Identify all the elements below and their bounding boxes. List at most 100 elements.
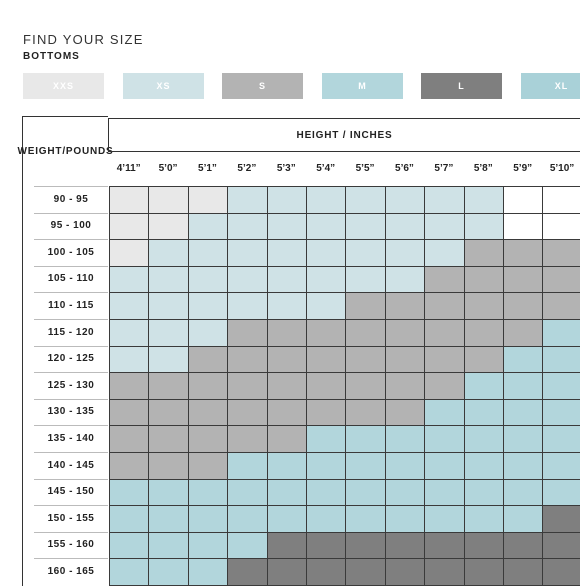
height-label: 4’11” (116, 162, 141, 174)
legend-chip-l: L (421, 73, 502, 99)
size-cell-xs (384, 239, 426, 267)
weight-row-divider (34, 186, 108, 187)
size-cell-s (345, 319, 386, 347)
weight-row-divider (34, 558, 108, 560)
size-cell-xxs (109, 186, 150, 214)
size-cell-m (542, 372, 580, 400)
height-label: 5’10” (549, 162, 575, 174)
size-cell-m (148, 505, 189, 533)
weight-label: 135 - 140 (47, 432, 95, 444)
size-cell-l (503, 531, 544, 560)
height-label: 5’7” (434, 162, 454, 174)
size-cell-s (148, 425, 189, 453)
size-cell-s (463, 265, 504, 294)
size-cell-m (345, 452, 386, 480)
size-cell-s (503, 265, 544, 294)
size-cell-s (384, 319, 426, 347)
size-cell-m (266, 452, 307, 480)
size-cell-s (384, 372, 426, 400)
size-cell-l (384, 558, 426, 586)
size-cell-s (424, 345, 465, 374)
size-cell-m (306, 478, 347, 507)
size-cell-xs (148, 292, 189, 320)
size-cell-s (306, 319, 347, 347)
size-cell-s (227, 345, 268, 374)
size-cell-xs (148, 319, 189, 347)
size-cell-xs (306, 212, 347, 241)
size-cell-s (109, 452, 150, 480)
size-cell-xs (345, 186, 386, 214)
size-cell-s (424, 372, 465, 400)
size-cell-m (542, 345, 580, 374)
size-cell-s (384, 292, 426, 320)
size-cell-m (503, 452, 544, 480)
size-cell-m (463, 372, 504, 400)
size-cell-xs (227, 186, 268, 214)
size-cell-xxs (109, 212, 150, 241)
size-cell-s (266, 398, 307, 427)
size-cell-xs (424, 212, 465, 241)
size-cell-s (227, 398, 268, 427)
size-cell-m (306, 452, 347, 480)
size-cell-xs (148, 345, 189, 374)
size-cell-xs (227, 265, 268, 294)
size-cell-s (306, 398, 347, 427)
size-cell-s (463, 345, 504, 374)
weight-row-divider (34, 531, 108, 533)
weight-label: 130 - 135 (47, 406, 95, 418)
weight-row-divider (34, 239, 108, 241)
size-cell-m (345, 425, 386, 453)
size-cell-m (227, 478, 268, 507)
weight-label: 145 - 150 (47, 486, 95, 498)
weight-row-divider (34, 292, 108, 294)
size-cell-xs (345, 212, 386, 241)
size-cell-m (148, 478, 189, 507)
weight-label: 95 - 100 (50, 220, 92, 232)
legend-chip-m: M (322, 73, 403, 99)
size-cell-l (345, 558, 386, 586)
size-cell-l (266, 558, 307, 586)
weight-label: 100 - 105 (47, 246, 95, 258)
size-cell-s (306, 372, 347, 400)
size-cell-xs (187, 319, 229, 347)
size-cell-xs (266, 186, 307, 214)
legend-chip-xxs: XXS (23, 73, 104, 99)
size-cell-m (384, 452, 426, 480)
size-cell-m (463, 425, 504, 453)
size-cell-m (306, 425, 347, 453)
size-cell-s (384, 398, 426, 427)
size-cell-l (306, 558, 347, 586)
size-cell-s (345, 398, 386, 427)
size-cell-m (345, 505, 386, 533)
size-cell-m (306, 505, 347, 533)
size-cell-m (148, 558, 189, 586)
weight-label: 140 - 145 (47, 459, 95, 471)
size-cell-xxs (148, 212, 189, 241)
size-cell-m (384, 478, 426, 507)
size-cell-m (503, 425, 544, 453)
weight-row-divider (34, 345, 108, 347)
size-cell-m (542, 478, 580, 507)
size-cell-s (503, 292, 544, 320)
size-cell-m (109, 531, 150, 560)
size-cell-m (424, 398, 465, 427)
weight-label: 90 - 95 (53, 193, 89, 205)
weight-column-header: WEIGHT/POUNDS (18, 116, 113, 186)
size-cell-m (187, 505, 229, 533)
size-cell-s (542, 239, 580, 267)
size-cell-xs (227, 239, 268, 267)
size-cell-s (503, 239, 544, 267)
size-cell-s (227, 372, 268, 400)
size-cell-s (463, 292, 504, 320)
size-cell-s (227, 319, 268, 347)
size-cell-xs (187, 292, 229, 320)
height-label: 5’2” (237, 162, 257, 174)
size-cell-s (109, 372, 150, 400)
size-cell-xs (345, 239, 386, 267)
legend-chip-s: S (222, 73, 303, 99)
size-cell-s (542, 265, 580, 294)
size-cell-m (227, 452, 268, 480)
size-cell-s (187, 372, 229, 400)
size-cell-s (424, 292, 465, 320)
size-cell-xs (187, 265, 229, 294)
